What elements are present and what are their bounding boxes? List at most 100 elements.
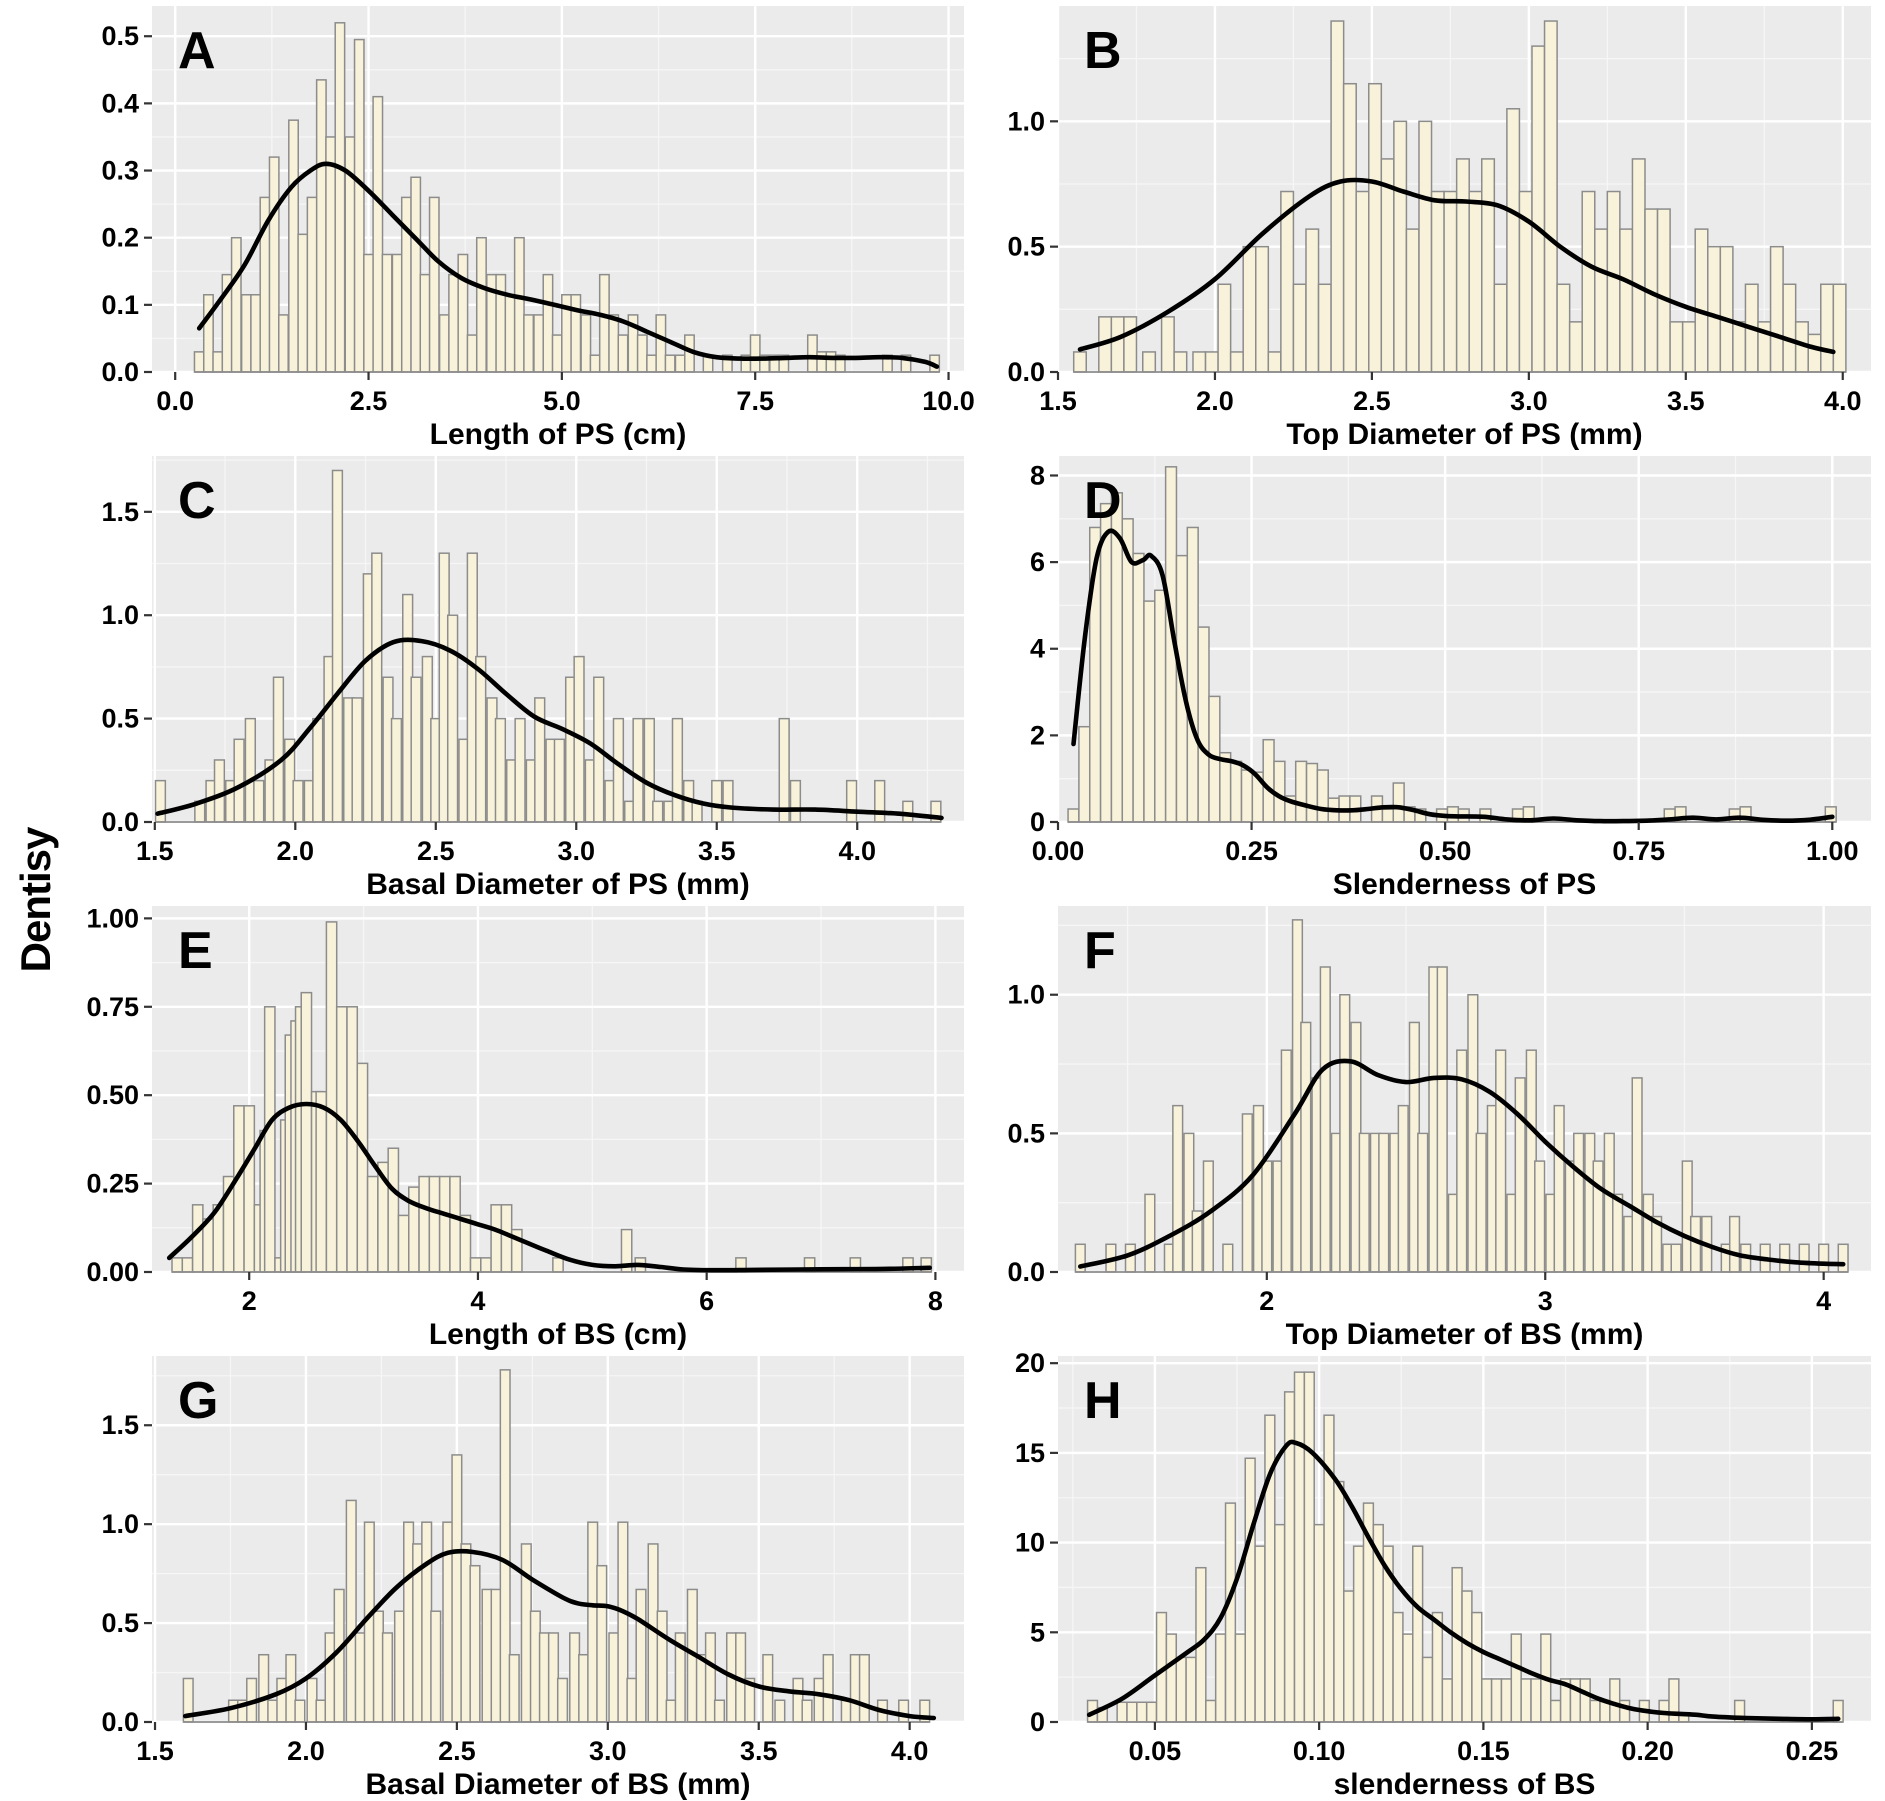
svg-text:4: 4 (1030, 634, 1045, 664)
panel-letter-b: B (1084, 22, 1122, 80)
svg-text:1.0: 1.0 (1007, 106, 1045, 136)
panel-g-basal-diameter-of-bs: 1.5 2.0 2.5 3.0 3.5 4.0 0.0 0.5 1.0 1.5 Basal Diam… (72, 1350, 978, 1800)
svg-text:0.5: 0.5 (101, 21, 139, 51)
svg-text:0.10: 0.10 (1293, 1736, 1346, 1766)
panel-letter-d: D (1084, 472, 1122, 530)
panel-letter-a: A (178, 22, 216, 80)
svg-text:0.25: 0.25 (86, 1169, 139, 1199)
svg-text:0.5: 0.5 (101, 704, 139, 734)
svg-text:0.0: 0.0 (101, 357, 139, 387)
svg-text:1.00: 1.00 (1806, 836, 1859, 866)
panel-a-length-of-ps: 0.0 2.5 5.0 7.5 10.0 0.0 0.1 0.2 0.3 0.4 0.5 Length… (72, 0, 978, 450)
svg-text:1.5: 1.5 (101, 1410, 139, 1440)
x-axis-title-b: Top Diameter of PS (mm) (1286, 418, 1642, 450)
panel-h-chart: 0.05 0.10 0.15 0.20 0.25 0 5 10 15 20 slenderness … (1015, 1350, 1871, 1800)
svg-text:5.0: 5.0 (543, 386, 581, 416)
panel-letter-e: E (178, 922, 213, 980)
svg-text:2.5: 2.5 (417, 836, 455, 866)
svg-text:1.0: 1.0 (101, 1509, 139, 1539)
svg-text:2.5: 2.5 (1353, 386, 1391, 416)
svg-text:1.5: 1.5 (136, 836, 174, 866)
svg-text:0: 0 (1030, 807, 1045, 837)
svg-text:0.0: 0.0 (1007, 1257, 1045, 1287)
panel-c-chart: 1.5 2.0 2.5 3.0 3.5 4.0 0.0 0.5 1.0 1.5 Basal Diam… (101, 456, 964, 900)
panel-h-slenderness-of-bs: 0.05 0.10 0.15 0.20 0.25 0 5 10 15 20 slenderness … (978, 1350, 1885, 1800)
svg-text:0.00: 0.00 (1032, 836, 1085, 866)
panel-d-slenderness-of-ps: 0.00 0.25 0.50 0.75 1.00 0 2 4 6 8 Slenderness of … (978, 450, 1885, 900)
svg-text:0.4: 0.4 (101, 88, 139, 118)
svg-text:0.20: 0.20 (1621, 1736, 1674, 1766)
svg-text:3.5: 3.5 (698, 836, 736, 866)
svg-text:3.5: 3.5 (740, 1736, 778, 1766)
svg-text:4.0: 4.0 (838, 836, 876, 866)
svg-text:0.1: 0.1 (101, 290, 139, 320)
svg-text:1.0: 1.0 (1007, 980, 1045, 1010)
svg-text:0.00: 0.00 (86, 1257, 139, 1287)
svg-text:4: 4 (470, 1286, 485, 1316)
svg-text:0.0: 0.0 (101, 807, 139, 837)
x-axis-title-c: Basal Diameter of PS (mm) (366, 868, 749, 900)
svg-text:0.25: 0.25 (1225, 836, 1278, 866)
svg-text:0.5: 0.5 (101, 1608, 139, 1638)
svg-text:2: 2 (242, 1286, 257, 1316)
svg-text:1.00: 1.00 (86, 903, 139, 933)
panel-f-chart: 2 3 4 0.0 0.5 1.0 Top Diameter of BS (mm) F (1007, 906, 1871, 1350)
panel-f-top-diameter-of-bs: 2 3 4 0.0 0.5 1.0 Top Diameter of BS (mm) F (978, 900, 1885, 1350)
panel-e-length-of-bs: 2 4 6 8 0.00 0.25 0.50 0.75 1.00 Length of BS (cm… (72, 900, 978, 1350)
x-axis-title-g: Basal Diameter of BS (mm) (365, 1768, 750, 1800)
svg-text:3.0: 3.0 (589, 1736, 627, 1766)
svg-text:5: 5 (1030, 1617, 1045, 1647)
svg-text:0.0: 0.0 (156, 386, 194, 416)
svg-text:0.50: 0.50 (86, 1080, 139, 1110)
svg-text:4.0: 4.0 (891, 1736, 929, 1766)
panel-letter-g: G (178, 1372, 218, 1430)
svg-text:4: 4 (1816, 1286, 1831, 1316)
panel-b-top-diameter-of-ps: 1.5 2.0 2.5 3.0 3.5 4.0 0.0 0.5 1.0 Top Diameter … (978, 0, 1885, 450)
svg-text:15: 15 (1015, 1438, 1045, 1468)
svg-text:2.0: 2.0 (1196, 386, 1234, 416)
x-axis-title-d: Slenderness of PS (1333, 868, 1596, 900)
panel-letter-c: C (178, 472, 216, 530)
svg-text:0.05: 0.05 (1129, 1736, 1182, 1766)
svg-text:3.5: 3.5 (1667, 386, 1705, 416)
x-axis-title-a: Length of PS (cm) (430, 418, 687, 450)
panel-letter-h: H (1084, 1372, 1122, 1430)
svg-text:0.75: 0.75 (86, 992, 139, 1022)
panel-g-chart: 1.5 2.0 2.5 3.0 3.5 4.0 0.0 0.5 1.0 1.5 Basal Diam… (101, 1356, 964, 1800)
svg-text:10: 10 (1015, 1528, 1045, 1558)
svg-text:2.5: 2.5 (350, 386, 388, 416)
svg-text:0.5: 0.5 (1007, 232, 1045, 262)
svg-text:0.75: 0.75 (1612, 836, 1665, 866)
svg-text:6: 6 (699, 1286, 714, 1316)
panel-d-chart: 0.00 0.25 0.50 0.75 1.00 0 2 4 6 8 Slenderness of … (1030, 456, 1871, 900)
svg-text:0.3: 0.3 (101, 156, 139, 186)
svg-text:3.0: 3.0 (1510, 386, 1548, 416)
svg-text:0.0: 0.0 (1007, 357, 1045, 387)
svg-text:0.0: 0.0 (101, 1707, 139, 1737)
panel-b-chart: 1.5 2.0 2.5 3.0 3.5 4.0 0.0 0.5 1.0 Top Diameter … (1007, 6, 1871, 450)
svg-text:1.5: 1.5 (101, 497, 139, 527)
svg-text:0.2: 0.2 (101, 223, 139, 253)
svg-text:0.15: 0.15 (1457, 1736, 1510, 1766)
svg-text:6: 6 (1030, 547, 1045, 577)
panel-a-chart: 0.0 2.5 5.0 7.5 10.0 0.0 0.1 0.2 0.3 0.4 0.5 Length… (101, 6, 975, 450)
svg-text:2.5: 2.5 (438, 1736, 476, 1766)
svg-text:10.0: 10.0 (922, 386, 975, 416)
svg-text:2: 2 (1259, 1286, 1274, 1316)
panel-e-chart: 2 4 6 8 0.00 0.25 0.50 0.75 1.00 Length of BS (cm… (86, 903, 964, 1350)
x-axis-title-h: slenderness of BS (1334, 1768, 1596, 1800)
y-axis-title: Dentisy (12, 827, 59, 973)
svg-text:2.0: 2.0 (287, 1736, 325, 1766)
panel-letter-f: F (1084, 922, 1116, 980)
svg-text:20: 20 (1015, 1350, 1045, 1378)
svg-text:1.0: 1.0 (101, 600, 139, 630)
svg-text:1.5: 1.5 (1039, 386, 1077, 416)
svg-text:1.5: 1.5 (136, 1736, 174, 1766)
svg-text:0.25: 0.25 (1786, 1736, 1839, 1766)
panel-c-basal-diameter-of-ps: 1.5 2.0 2.5 3.0 3.5 4.0 0.0 0.5 1.0 1.5 Basal Diam… (72, 450, 978, 900)
svg-text:2: 2 (1030, 720, 1045, 750)
svg-text:8: 8 (928, 1286, 943, 1316)
x-axis-title-e: Length of BS (cm) (429, 1318, 687, 1350)
svg-text:0.50: 0.50 (1419, 836, 1472, 866)
